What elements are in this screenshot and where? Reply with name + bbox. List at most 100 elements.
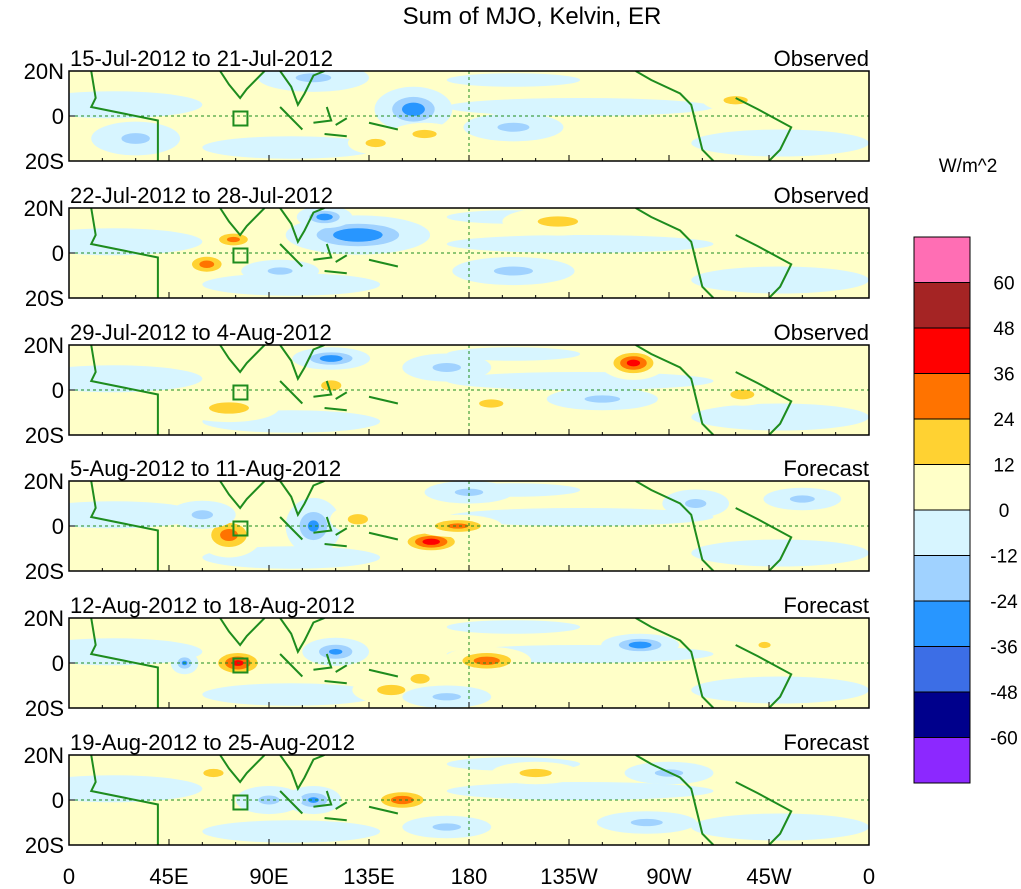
x-tick-label: 135W (540, 864, 598, 889)
colorbar-label: 24 (993, 410, 1015, 431)
panel-2: 20N 0 20S 22-Jul-2012 to 28-Jul-2012 Observe… (24, 183, 870, 311)
colorbar-swatch (913, 646, 971, 693)
y-tick-label: 0 (52, 241, 64, 266)
anomaly-contour (626, 359, 641, 367)
y-tick-label: 20S (25, 696, 64, 721)
colorbar-label: 12 (993, 456, 1014, 477)
coastlines (89, 618, 793, 708)
coastline-path (635, 208, 715, 298)
island-path (324, 133, 347, 138)
coastline-path (635, 345, 715, 435)
anomaly-contour (307, 520, 320, 532)
coastline-path (735, 371, 793, 435)
island-path (335, 801, 348, 810)
island-path (324, 680, 347, 685)
weak-negative-band (446, 73, 581, 87)
weak-negative-band (202, 136, 381, 159)
coastlines (89, 481, 793, 571)
coastline-path (279, 345, 325, 382)
colorbar-label: 48 (993, 319, 1014, 340)
anomaly-contour (537, 216, 579, 227)
weak-negative-band (446, 620, 581, 634)
anomaly-contour (410, 673, 430, 684)
island-path (368, 258, 399, 268)
anomaly-field (69, 345, 869, 435)
colorbar-swatch (913, 282, 971, 329)
weak-negative-band (202, 273, 381, 296)
colorbar-label: -48 (990, 683, 1017, 704)
colorbar-swatch (913, 555, 971, 602)
coastline-path (279, 208, 325, 245)
weak-negative-band (691, 266, 869, 294)
anomaly-contour (519, 768, 552, 778)
x-tick-label: 90W (646, 864, 691, 889)
anomaly-field (69, 71, 869, 161)
chart-title: Sum of MJO, Kelvin, ER (403, 3, 662, 30)
anomaly-contour (209, 402, 249, 414)
colorbar-swatch (913, 464, 971, 511)
island-path (335, 527, 348, 536)
anomaly-contour (390, 795, 414, 805)
coastline-path (89, 71, 159, 161)
island-path (313, 380, 333, 398)
panel-6: 20N 0 20S 19-Aug-2012 to 25-Aug-2012 Forecas… (24, 730, 870, 858)
region-box (232, 657, 249, 674)
anomaly-field (69, 208, 869, 298)
panels-group: 20N 0 20S 15-Jul-2012 to 21-Jul-2012 Observe… (24, 46, 870, 858)
x-axis: 0 45E 90E 135E 180 135W 90W 45W 0 (63, 864, 875, 889)
weak-negative-band (202, 820, 381, 843)
coastline-path (735, 234, 793, 298)
panel-period-label: 5-Aug-2012 to 11-Aug-2012 (70, 456, 341, 481)
island-path (279, 243, 304, 268)
coastline-path (735, 644, 793, 708)
y-tick-label: 20N (24, 469, 64, 494)
anomaly-contour (497, 122, 530, 132)
panel-period-label: 12-Aug-2012 to 18-Aug-2012 (70, 593, 355, 618)
region-box (232, 794, 249, 811)
weak-negative-band (69, 365, 203, 393)
y-tick-label: 0 (52, 378, 64, 403)
panel-kind-label: Forecast (783, 456, 869, 481)
colorbar-swatch (913, 327, 971, 374)
anomaly-contour (412, 129, 437, 139)
panel-kind-label: Observed (774, 183, 869, 208)
island-path (335, 664, 348, 673)
coastlines (89, 208, 793, 298)
weak-negative-band (202, 683, 381, 706)
y-tick-label: 20S (25, 149, 64, 174)
x-tick-label: 45E (149, 864, 188, 889)
anomaly-contour (685, 499, 707, 508)
anomaly-contour (473, 656, 500, 665)
panel-5: 20N 0 20S 12-Aug-2012 to 18-Aug-2012 Forecas… (24, 593, 870, 721)
region-box (232, 247, 249, 264)
weak-negative-band (446, 508, 714, 526)
anomaly-contour (432, 363, 461, 372)
colorbar-swatch (913, 509, 971, 556)
island-path (368, 805, 399, 815)
colorbar-swatch (913, 737, 971, 784)
x-tick-label: 90E (249, 864, 288, 889)
anomaly-contour (789, 495, 815, 503)
y-tick-label: 20S (25, 286, 64, 311)
anomaly-contour (333, 228, 383, 242)
anomaly-contour (203, 768, 224, 778)
x-tick-label: 45W (746, 864, 791, 889)
y-tick-label: 20N (24, 333, 64, 358)
coastline-path (219, 71, 266, 100)
island-path (313, 243, 333, 261)
colorbar-swatch (913, 691, 971, 738)
colorbar-swatch (913, 373, 971, 420)
weak-negative-band (69, 501, 203, 529)
island-path (279, 790, 304, 815)
island-path (313, 106, 333, 124)
panel-kind-label: Forecast (783, 730, 869, 755)
anomaly-contour (321, 380, 342, 391)
anomaly-contour (329, 648, 343, 655)
weak-negative-band (691, 676, 869, 704)
colorbar-units-label: W/m^2 (939, 156, 998, 177)
coastline-path (219, 481, 266, 510)
island-path (279, 516, 304, 541)
island-path (335, 391, 348, 400)
anomaly-contour (630, 818, 663, 827)
island-path (335, 117, 348, 126)
